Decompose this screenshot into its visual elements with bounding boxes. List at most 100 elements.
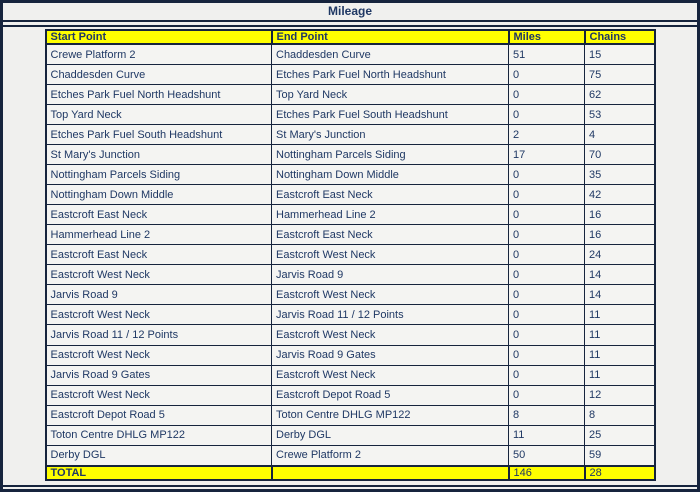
cell-end-point: Toton Centre DHLG MP122 bbox=[271, 404, 509, 426]
cell-chains: 42 bbox=[584, 184, 655, 206]
cell-end-point: Chaddesden Curve bbox=[271, 43, 509, 66]
cell-chains: 62 bbox=[584, 84, 655, 106]
cell-chains: 24 bbox=[584, 244, 655, 266]
title-bar: Mileage bbox=[3, 3, 697, 22]
cell-start-point: Hammerhead Line 2 bbox=[45, 224, 272, 246]
cell-miles: 0 bbox=[508, 344, 585, 366]
table-row: Eastcroft West Neck Jarvis Road 11 / 12 P… bbox=[45, 304, 655, 326]
cell-end-point: Jarvis Road 9 bbox=[271, 264, 509, 286]
cell-miles: 17 bbox=[508, 144, 585, 166]
table-row: Toton Centre DHLG MP122 Derby DGL 11 25 bbox=[45, 424, 655, 446]
cell-miles: 0 bbox=[508, 364, 585, 386]
cell-chains: 15 bbox=[584, 43, 655, 66]
table-row: Etches Park Fuel South Headshunt St Mary'… bbox=[45, 124, 655, 146]
cell-miles: 0 bbox=[508, 224, 585, 246]
cell-start-point: Eastcroft Depot Road 5 bbox=[45, 404, 272, 426]
cell-start-point: Etches Park Fuel South Headshunt bbox=[45, 124, 272, 146]
cell-end-point: Crewe Platform 2 bbox=[271, 444, 509, 467]
cell-end-point: Eastcroft West Neck bbox=[271, 324, 509, 346]
total-label: TOTAL bbox=[44, 465, 273, 481]
cell-end-point: Eastcroft West Neck bbox=[271, 364, 509, 386]
cell-end-point: Eastcroft East Neck bbox=[271, 184, 509, 206]
cell-end-point: Derby DGL bbox=[271, 424, 509, 446]
content-area: Start Point End Point Miles Chains Crewe… bbox=[3, 25, 697, 487]
cell-miles: 0 bbox=[508, 304, 585, 326]
table-row: Eastcroft West Neck Eastcroft Depot Road … bbox=[45, 384, 655, 406]
table-row: Nottingham Parcels Siding Nottingham Down… bbox=[45, 164, 655, 186]
column-header-miles: Miles bbox=[507, 29, 586, 45]
table-row: Eastcroft East Neck Hammerhead Line 2 0 16 bbox=[45, 204, 655, 226]
cell-miles: 0 bbox=[508, 204, 585, 226]
cell-start-point: Jarvis Road 9 bbox=[45, 284, 272, 306]
cell-end-point: Top Yard Neck bbox=[271, 84, 509, 106]
table-row: Eastcroft West Neck Jarvis Road 9 0 14 bbox=[45, 264, 655, 286]
cell-chains: 35 bbox=[584, 164, 655, 186]
cell-miles: 0 bbox=[508, 264, 585, 286]
cell-miles: 0 bbox=[508, 324, 585, 346]
cell-miles: 8 bbox=[508, 404, 585, 426]
cell-chains: 16 bbox=[584, 204, 655, 226]
cell-start-point: Toton Centre DHLG MP122 bbox=[45, 424, 272, 446]
mileage-table: Start Point End Point Miles Chains Crewe… bbox=[44, 29, 656, 481]
total-row: TOTAL 146 28 bbox=[44, 465, 656, 481]
cell-chains: 14 bbox=[584, 264, 655, 286]
table-row: Top Yard Neck Etches Park Fuel South Head… bbox=[45, 104, 655, 126]
cell-end-point: Etches Park Fuel North Headshunt bbox=[271, 64, 509, 86]
cell-chains: 11 bbox=[584, 344, 655, 366]
cell-start-point: Nottingham Parcels Siding bbox=[45, 164, 272, 186]
cell-chains: 59 bbox=[584, 444, 655, 467]
cell-chains: 4 bbox=[584, 124, 655, 146]
cell-end-point: Eastcroft Depot Road 5 bbox=[271, 384, 509, 406]
cell-miles: 0 bbox=[508, 164, 585, 186]
cell-start-point: Jarvis Road 11 / 12 Points bbox=[45, 324, 272, 346]
cell-end-point: Jarvis Road 9 Gates bbox=[271, 344, 509, 366]
cell-start-point: Chaddesden Curve bbox=[45, 64, 272, 86]
table-row: Hammerhead Line 2 Eastcroft East Neck 0 16 bbox=[45, 224, 655, 246]
cell-chains: 11 bbox=[584, 364, 655, 386]
table-row: Chaddesden Curve Etches Park Fuel North H… bbox=[45, 64, 655, 86]
table-row: Nottingham Down Middle Eastcroft East Nec… bbox=[45, 184, 655, 206]
table-row: Eastcroft East Neck Eastcroft West Neck 0 2… bbox=[45, 244, 655, 266]
cell-end-point: Nottingham Down Middle bbox=[271, 164, 509, 186]
table-row: St Mary's Junction Nottingham Parcels Sid… bbox=[45, 144, 655, 166]
column-header-end-point: End Point bbox=[270, 29, 510, 45]
cell-miles: 0 bbox=[508, 244, 585, 266]
cell-start-point: Eastcroft West Neck bbox=[45, 344, 272, 366]
table-row: Crewe Platform 2 Chaddesden Curve 51 15 bbox=[45, 43, 655, 66]
cell-miles: 11 bbox=[508, 424, 585, 446]
cell-miles: 0 bbox=[508, 184, 585, 206]
cell-start-point: Eastcroft West Neck bbox=[45, 304, 272, 326]
cell-end-point: Etches Park Fuel South Headshunt bbox=[271, 104, 509, 126]
cell-chains: 53 bbox=[584, 104, 655, 126]
cell-start-point: St Mary's Junction bbox=[45, 144, 272, 166]
cell-start-point: Crewe Platform 2 bbox=[45, 43, 272, 66]
cell-chains: 11 bbox=[584, 304, 655, 326]
cell-end-point: St Mary's Junction bbox=[271, 124, 509, 146]
total-chains-value: 28 bbox=[583, 465, 656, 481]
table-row: Derby DGL Crewe Platform 2 50 59 bbox=[45, 444, 655, 467]
cell-end-point: Nottingham Parcels Siding bbox=[271, 144, 509, 166]
cell-chains: 75 bbox=[584, 64, 655, 86]
page-title: Mileage bbox=[327, 4, 372, 18]
cell-start-point: Eastcroft West Neck bbox=[45, 264, 272, 286]
cell-miles: 2 bbox=[508, 124, 585, 146]
cell-miles: 0 bbox=[508, 384, 585, 406]
header-row: Start Point End Point Miles Chains bbox=[44, 29, 656, 45]
table-row: Eastcroft Depot Road 5 Toton Centre DHLG … bbox=[45, 404, 655, 426]
cell-chains: 70 bbox=[584, 144, 655, 166]
cell-end-point: Eastcroft West Neck bbox=[271, 284, 509, 306]
cell-chains: 14 bbox=[584, 284, 655, 306]
cell-chains: 16 bbox=[584, 224, 655, 246]
cell-start-point: Eastcroft West Neck bbox=[45, 384, 272, 406]
table-row: Jarvis Road 9 Eastcroft West Neck 0 14 bbox=[45, 284, 655, 306]
cell-start-point: Etches Park Fuel North Headshunt bbox=[45, 84, 272, 106]
cell-chains: 12 bbox=[584, 384, 655, 406]
cell-miles: 0 bbox=[508, 64, 585, 86]
total-miles-value: 146 bbox=[507, 465, 586, 481]
column-header-chains: Chains bbox=[583, 29, 656, 45]
cell-chains: 8 bbox=[584, 404, 655, 426]
cell-chains: 11 bbox=[584, 324, 655, 346]
cell-miles: 0 bbox=[508, 84, 585, 106]
title-content-divider bbox=[3, 22, 697, 25]
